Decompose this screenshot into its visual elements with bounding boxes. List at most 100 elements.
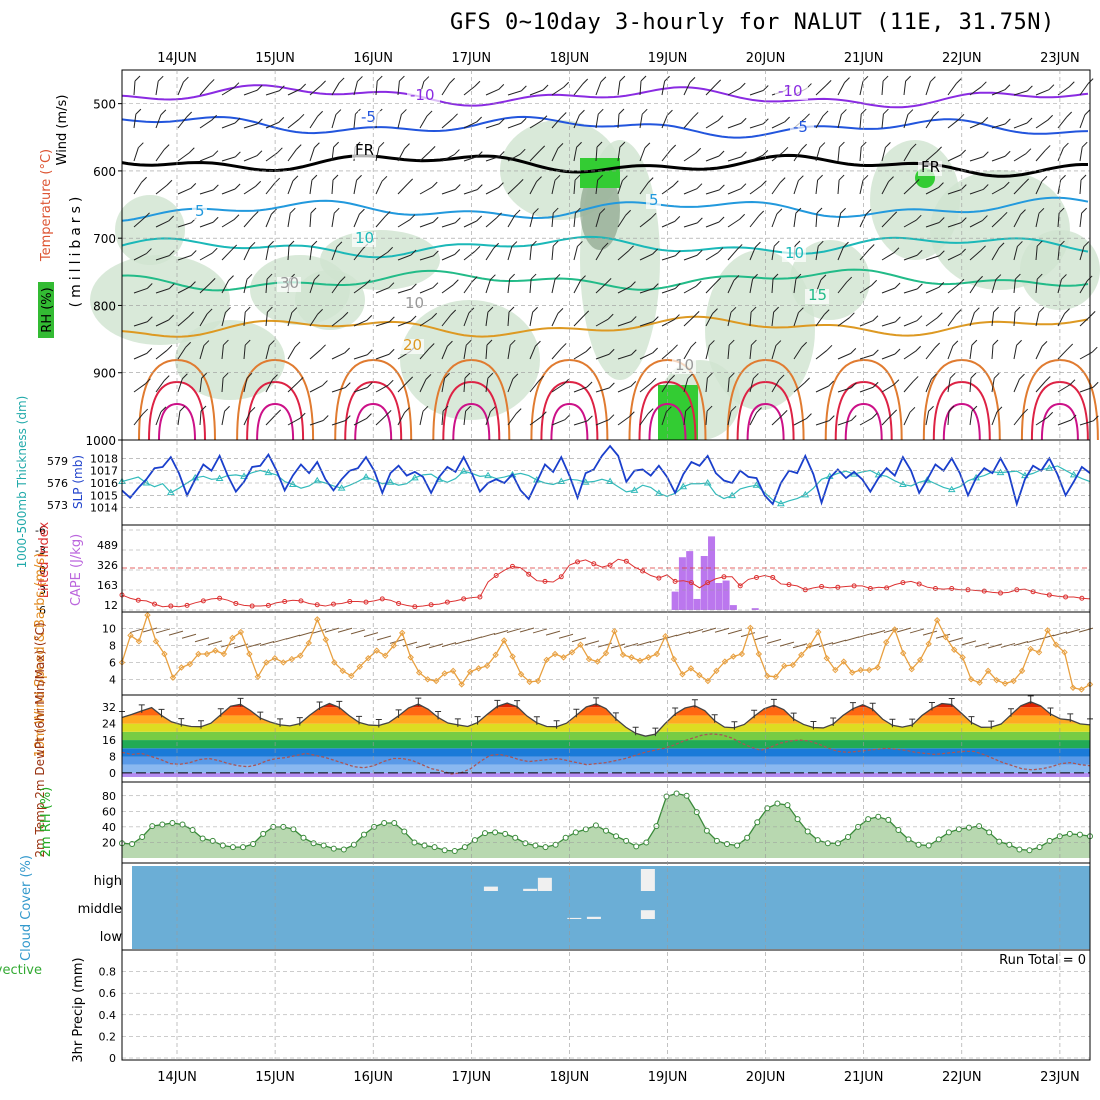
wind-barb [529,273,537,294]
surface-wind-barb [623,642,639,648]
wind-speed-point [1010,677,1017,685]
wind-speed-point [246,650,253,658]
wind-barb [1057,308,1070,327]
wind-speed-point [857,666,864,674]
wind-speed-point [297,652,304,659]
dewpt-line [121,733,1091,775]
wind-barb [947,309,962,327]
wind-barb [485,339,493,360]
wind-barb [837,382,857,393]
li-tick-label: 0 [39,564,46,577]
wind-barb [705,150,725,162]
wind-barb [133,378,151,393]
wind-barb [353,76,363,96]
thickness-point [703,479,712,486]
rh2m-point [310,840,317,847]
ylabel-slp: SLP (mb) [71,455,85,509]
temp-tick-label: 32 [102,701,116,714]
li-point [412,604,418,610]
contour-label: 10 [675,356,694,374]
wind-speed-point [543,656,550,664]
wind-barb [793,413,812,426]
thickness-point [142,479,151,486]
wind-speed-point [288,655,296,663]
li-point [753,574,759,580]
ylabel-pressure: (millibars) [68,193,84,308]
wind-barb [1079,174,1087,195]
surface-wind-barb [194,637,210,643]
thickness-point [581,478,590,485]
wind-barb [617,209,631,228]
wind-barb [199,184,219,195]
surface-wind-barb [324,627,340,633]
thickness-point [386,478,395,485]
cloud-bar-high [523,888,538,891]
wind-barb [551,142,564,162]
rh2m-point [431,844,438,851]
wind-speed-point [815,628,822,636]
wind-barb [617,381,637,393]
temp-minmax-bar [928,701,935,711]
wind-barb [815,79,832,96]
wind-barb [749,210,765,228]
rh2m-point [461,844,468,851]
wind-barb [969,372,977,393]
rh2m-point [502,830,509,837]
surface-wind-barb [207,640,223,646]
wind-barb [771,240,780,261]
wind-barb [199,216,219,228]
wind-barb [617,281,636,294]
wind-barb [947,372,956,393]
rh2m-point [834,840,841,847]
thickness-point [947,485,956,493]
cape-bar [729,605,737,610]
wind-barb [155,406,167,426]
surface-wind-barb [727,629,743,635]
wind-barb [199,405,207,426]
temp-minmax-bar [790,712,797,722]
cape-bar [700,556,708,610]
cloud-bar-high [537,877,552,891]
wind-barb [463,276,478,294]
wind-speed-point [611,627,618,635]
thickness-tick-label: 579 [47,455,68,468]
wind-barb [419,250,439,261]
wind-barb [551,81,570,96]
wind-barb [243,372,253,393]
wind-barb [837,207,846,228]
wind-barb [969,405,978,426]
wind-barb [1013,408,1029,426]
thickness-point [557,477,566,485]
li-point [477,594,483,600]
wind-barb [661,144,677,162]
wind-barb [837,312,855,327]
surface-wind-barb [1065,628,1081,634]
li-tick-label: 6 [39,604,46,617]
li-point [184,602,190,608]
wind-barb [595,174,603,195]
wind-speed-point [823,655,830,662]
pressure-tick-label: 700 [93,232,116,246]
wind-barb [397,249,417,261]
wind-speed-point [772,673,780,681]
cape-bar [751,608,759,610]
wind-barb [309,142,320,162]
wind-barb [947,278,965,294]
wind-barb [617,316,637,327]
li-point [217,595,223,601]
wind-barb [925,281,945,294]
rh2m-point [724,841,730,847]
wind-barb [265,340,275,360]
surface-wind-barb [779,641,795,647]
wind-barb [177,405,186,426]
cloud-row-middle: middle [78,902,122,917]
surface-wind-barb [480,632,496,638]
temp-minmax-bar [158,708,165,718]
wind-barb [287,240,295,261]
rh2m-point [189,827,196,833]
surface-wind-barb [883,628,899,634]
contour-label: FR [921,158,940,176]
wind-barb [881,379,900,393]
wind-barb [991,242,1005,261]
rh2m-point [240,844,246,851]
